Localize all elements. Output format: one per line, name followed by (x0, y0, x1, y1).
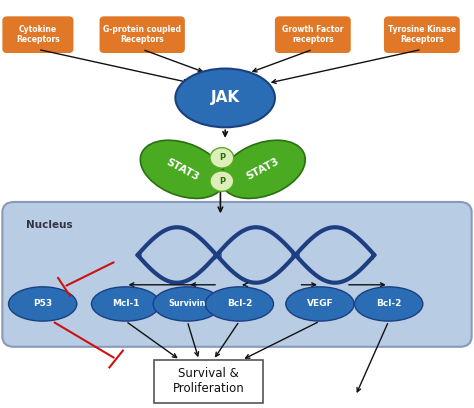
FancyBboxPatch shape (2, 16, 73, 53)
Ellipse shape (175, 69, 275, 127)
Ellipse shape (221, 140, 305, 198)
Ellipse shape (205, 287, 273, 321)
Text: P: P (219, 153, 225, 162)
Text: Bcl-2: Bcl-2 (227, 299, 252, 308)
Ellipse shape (286, 287, 354, 321)
Text: Mcl-1: Mcl-1 (112, 299, 139, 308)
Ellipse shape (355, 287, 423, 321)
Text: STAT3: STAT3 (164, 157, 201, 182)
Text: P53: P53 (33, 299, 52, 308)
Text: Growth Factor
receptors: Growth Factor receptors (282, 25, 344, 44)
Circle shape (210, 171, 234, 191)
FancyBboxPatch shape (275, 16, 351, 53)
Text: Survivin: Survivin (169, 299, 206, 308)
Circle shape (210, 148, 234, 168)
Ellipse shape (153, 287, 221, 321)
Text: VEGF: VEGF (307, 299, 333, 308)
Text: P: P (219, 177, 225, 186)
FancyBboxPatch shape (100, 16, 185, 53)
Text: STAT3: STAT3 (245, 157, 281, 182)
Ellipse shape (91, 287, 160, 321)
Text: Tyrosine Kinase
Receptors: Tyrosine Kinase Receptors (388, 25, 456, 44)
Text: Bcl-2: Bcl-2 (376, 299, 401, 308)
FancyBboxPatch shape (154, 360, 263, 403)
Text: Nucleus: Nucleus (26, 220, 73, 230)
FancyBboxPatch shape (2, 202, 472, 347)
Text: Survival &
Proliferation: Survival & Proliferation (173, 368, 245, 395)
Text: JAK: JAK (210, 91, 240, 105)
Ellipse shape (9, 287, 77, 321)
Text: G-protein coupled
Receptors: G-protein coupled Receptors (103, 25, 181, 44)
Text: Cytokine
Receptors: Cytokine Receptors (16, 25, 60, 44)
Ellipse shape (140, 140, 225, 198)
FancyBboxPatch shape (384, 16, 460, 53)
